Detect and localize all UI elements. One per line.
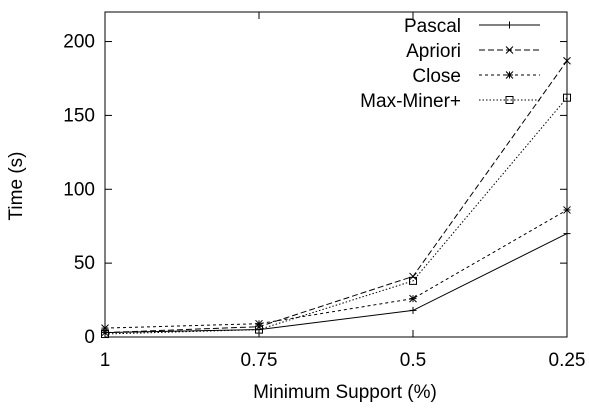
series-group bbox=[101, 56, 571, 339]
data-point-max-miner bbox=[563, 93, 571, 102]
series-apriori bbox=[101, 56, 571, 337]
y-tick-label: 50 bbox=[74, 253, 95, 274]
data-point-apriori bbox=[563, 56, 571, 65]
data-point-max-miner bbox=[409, 276, 417, 285]
y-tick-label: 100 bbox=[63, 179, 95, 200]
y-tick-label: 150 bbox=[63, 105, 95, 126]
legend-marker-close bbox=[505, 71, 514, 79]
series-line-apriori bbox=[104, 60, 568, 334]
y-tick-label: 200 bbox=[63, 32, 95, 53]
y-axis-label: Time (s) bbox=[6, 152, 27, 221]
data-point-max-miner bbox=[101, 330, 109, 339]
axis-ticks: 0 50 100 150 200 1 0.75 0.5 0.25 bbox=[63, 12, 585, 371]
x-axis-label: Minimum Support (%) bbox=[253, 382, 437, 403]
series-line-pascal bbox=[104, 233, 568, 334]
data-point-max-miner bbox=[255, 325, 263, 334]
legend-label-pascal: Pascal bbox=[404, 16, 461, 37]
data-point-close bbox=[563, 206, 571, 214]
x-tick-label: 0.75 bbox=[241, 350, 278, 371]
series-max-miner bbox=[101, 93, 571, 339]
series-line-max-miner bbox=[104, 97, 568, 335]
data-point-pascal bbox=[409, 306, 417, 314]
x-tick-label: 0.5 bbox=[400, 350, 426, 371]
legend-marker-pascal bbox=[506, 21, 513, 29]
data-point-close bbox=[409, 294, 417, 303]
data-point-pascal bbox=[563, 230, 571, 238]
legend-label-close: Close bbox=[412, 66, 461, 87]
legend-marker-max-miner bbox=[505, 96, 514, 104]
legend-label-apriori: Apriori bbox=[406, 41, 461, 62]
plot-frame bbox=[104, 11, 568, 338]
y-tick-label: 0 bbox=[84, 327, 95, 348]
legend: Pascal Apriori Close Max-Miner+ bbox=[360, 16, 540, 112]
x-tick-label: 1 bbox=[100, 350, 111, 371]
x-tick-label: 0.25 bbox=[549, 350, 586, 371]
plot-border bbox=[104, 11, 568, 338]
legend-label-max-miner: Max-Miner+ bbox=[360, 91, 461, 112]
series-close bbox=[101, 206, 571, 332]
series-pascal bbox=[101, 230, 571, 337]
legend-marker-apriori bbox=[505, 46, 514, 54]
data-point-apriori bbox=[409, 272, 417, 281]
series-line-close bbox=[104, 209, 568, 329]
